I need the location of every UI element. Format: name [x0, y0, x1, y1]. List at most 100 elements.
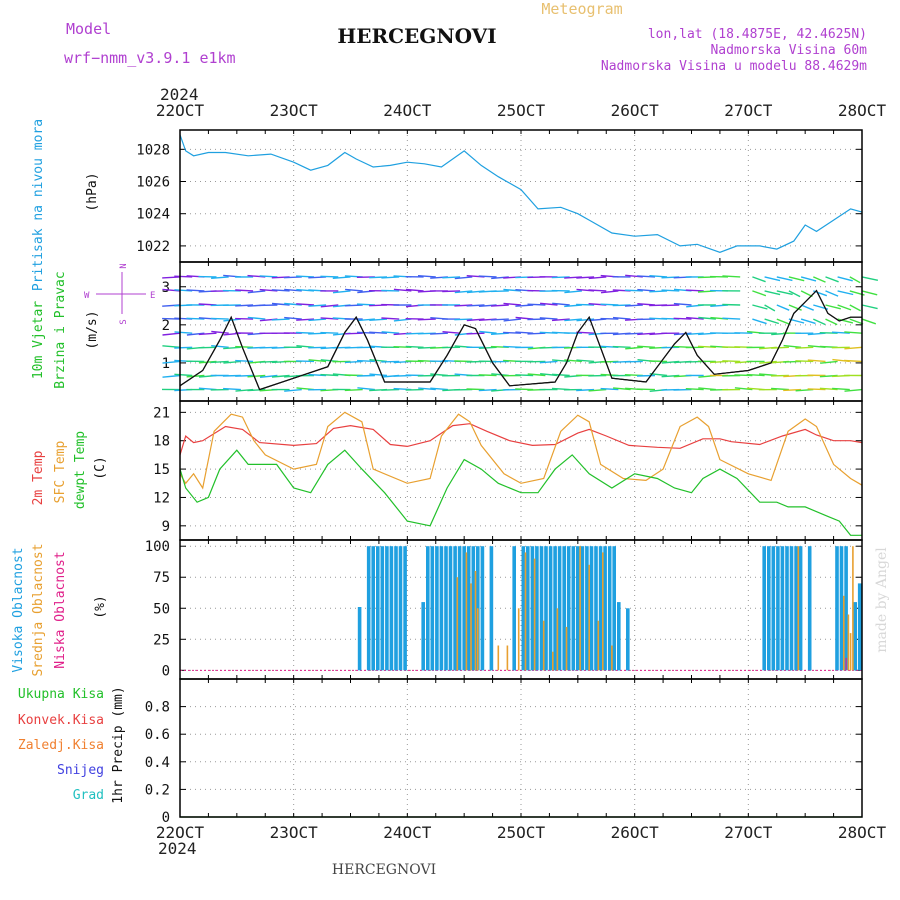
- wind-arrow: [271, 318, 290, 321]
- bar-visoka: [476, 546, 480, 671]
- bar-visoka: [466, 546, 471, 671]
- model-elevation-label: Nadmorska Visina u modelu 88.4629m: [601, 59, 867, 74]
- bar-visoka: [357, 607, 362, 671]
- wind-arrow: [636, 388, 656, 391]
- top-tick-label: 26OCT: [611, 101, 660, 120]
- legend-snow: Snijeg: [57, 763, 104, 778]
- wind-arrow: [722, 303, 741, 306]
- wind-arrow: [393, 288, 412, 292]
- bar-srednja: [474, 571, 477, 671]
- wind-arrow: [539, 360, 558, 364]
- wind-arrow: [795, 388, 814, 392]
- wind-arrow: [637, 288, 656, 292]
- wind-arrow: [503, 331, 522, 334]
- wind-arrow: [637, 303, 656, 306]
- precip-unit: 1hr Precip (mm): [111, 686, 126, 803]
- wind-arrow: [442, 290, 461, 293]
- wind-arrow: [357, 318, 375, 322]
- wind-arrow: [861, 318, 877, 325]
- bar-visoka: [526, 546, 530, 671]
- temp-unit: (C): [93, 456, 108, 479]
- credit-label: made by Angel: [874, 547, 890, 653]
- bar-visoka: [571, 546, 576, 671]
- wind-arrow: [673, 302, 692, 306]
- wind-arrow: [661, 304, 680, 307]
- wind-arrow: [515, 374, 534, 377]
- wind-arrow: [369, 373, 388, 377]
- wind-arrow: [247, 316, 266, 320]
- wind-arrow: [795, 360, 814, 363]
- cloud-ylabel-low: Niska Oblacnost: [53, 551, 68, 668]
- wind-arrow: [697, 345, 716, 348]
- wind-arrow: [844, 346, 863, 350]
- bar-srednja: [847, 614, 850, 671]
- pressure-panel: 1022 1024 1026 1028: [136, 129, 863, 263]
- elevation-label: Nadmorska Visina 60m: [710, 43, 867, 58]
- bar-visoka: [798, 546, 803, 671]
- wind-arrow: [527, 332, 546, 335]
- bar-srednja: [602, 552, 604, 671]
- wind-arrow: [844, 359, 863, 363]
- wind-arrow: [685, 289, 704, 292]
- bar-visoka: [857, 583, 862, 671]
- bar-srednja: [579, 546, 581, 671]
- wind-panel: 1 2 3: [162, 261, 879, 402]
- wind-arrow: [752, 290, 767, 297]
- wind-arrow: [624, 304, 643, 307]
- wind-arrow: [800, 318, 816, 325]
- wind-arrow: [174, 373, 193, 377]
- pressure-unit: (hPa): [85, 172, 100, 211]
- bar-visoka: [535, 546, 539, 671]
- y-tick-label: 0: [162, 663, 170, 679]
- wind-arrow: [344, 332, 363, 335]
- wind-arrow: [405, 388, 424, 391]
- wind-arrow: [211, 330, 229, 334]
- wind-arrow: [259, 374, 278, 378]
- compass-n: N: [119, 263, 129, 268]
- bar-visoka: [844, 546, 848, 671]
- wind-arrow: [564, 318, 582, 322]
- wind-arrow: [344, 388, 363, 392]
- bar-srednja: [497, 645, 500, 671]
- wind-arrow: [454, 318, 473, 321]
- bar-visoka: [548, 546, 553, 671]
- bar-visoka: [562, 546, 566, 671]
- wind-arrow: [503, 318, 522, 322]
- wind-arrow: [320, 317, 339, 320]
- wind-speed-line: [179, 289, 862, 391]
- wind-arrow: [296, 303, 315, 306]
- bar-visoka: [380, 546, 385, 671]
- bar-visoka: [426, 546, 430, 671]
- wind-arrow: [807, 359, 826, 363]
- compass-icon: W E N S: [84, 263, 155, 324]
- footer-station: HERCEGNOVI: [332, 862, 436, 878]
- wind-arrow: [825, 318, 838, 326]
- bar-visoka: [421, 602, 425, 671]
- wind-arrow: [332, 290, 351, 294]
- bar-visoka: [807, 546, 812, 671]
- wind-arrow: [223, 346, 241, 350]
- wind-arrow: [685, 388, 704, 391]
- wind-arrow: [637, 332, 656, 336]
- wind-arrow: [612, 345, 631, 348]
- wind-arrow: [381, 360, 400, 363]
- wind-arrow: [825, 276, 839, 283]
- wind-arrow: [430, 387, 448, 391]
- bar-visoka: [530, 546, 535, 671]
- bar-srednja: [477, 608, 479, 671]
- wind-arrow: [849, 304, 861, 312]
- wind-arrow: [369, 331, 388, 334]
- bar-srednja: [849, 633, 852, 671]
- bar-visoka: [544, 546, 548, 671]
- wind-arrow: [764, 276, 781, 282]
- bar-visoka: [612, 546, 616, 671]
- bar-srednja: [611, 645, 613, 671]
- wind-arrow: [831, 331, 850, 334]
- temperature-panel: 9 12 15 18 21: [153, 400, 863, 541]
- series-line-sfc-temp: [179, 411, 863, 490]
- series-line-dewpt-temp: [179, 449, 862, 536]
- wind-arrow: [576, 388, 595, 392]
- wind-arrow: [800, 276, 817, 282]
- wind-arrow: [515, 304, 534, 307]
- wind-arrow: [788, 290, 801, 298]
